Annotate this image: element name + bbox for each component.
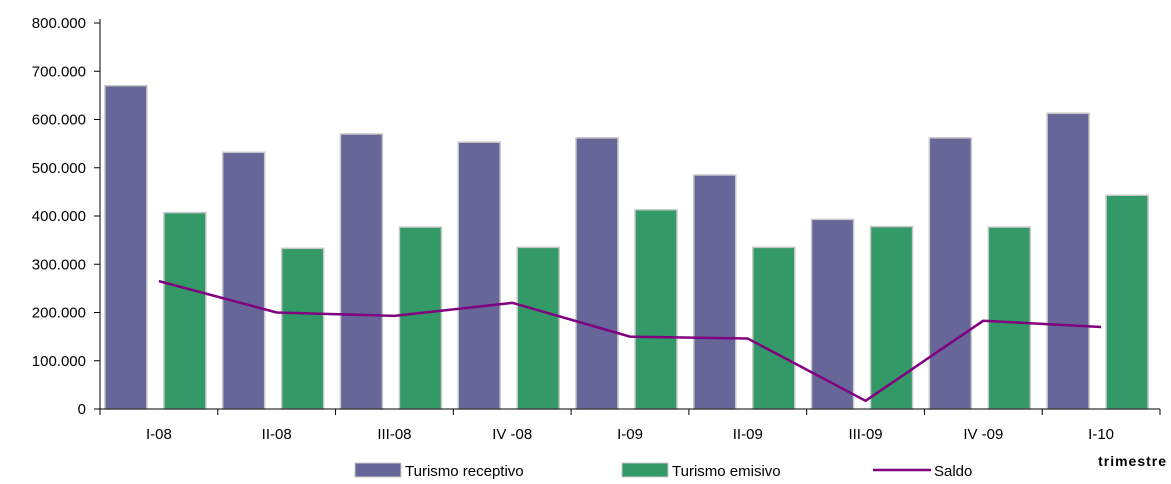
x-tick-label-1: I-08 [146,426,172,443]
bar-turismo-receptivo-3 [339,133,384,410]
legend-label-saldo: Saldo [934,463,972,479]
bar-turismo-receptivo-8 [928,137,973,410]
x-axis-title: trimestre [1098,453,1167,469]
y-tick-label-7: 600.000 [32,112,86,129]
legend-swatch-turismo-emisivo [621,462,669,478]
saldo-line-layer [158,279,1102,403]
bar-turismo-receptivo-9 [1046,112,1090,410]
legend: Turismo receptivo Turismo emisivo Saldo [354,462,972,480]
y-tick-label-9: 800.000 [32,15,86,32]
axes-layer [94,19,1161,415]
x-tick-label-4: IV -08 [492,426,532,443]
bar-turismo-receptivo-4 [457,141,501,410]
bar-turismo-receptivo-6 [693,174,737,410]
x-tick-label-7: III-09 [848,426,882,443]
x-tick-label-5: I-09 [617,426,643,443]
bar-turismo-receptivo-2 [221,151,266,410]
bar-turismo-emisivo-3 [398,226,443,410]
bar-turismo-receptivo-1 [104,84,148,410]
x-tick-label-3: III-08 [377,426,411,443]
y-tick-label-8: 700.000 [32,63,86,80]
x-tick-label-8: IV -09 [963,426,1003,443]
bar-turismo-emisivo-9 [1105,194,1149,410]
bars-layer [104,84,1149,410]
y-tick-label-2: 100.000 [32,353,86,370]
legend-item-turismo-receptivo: Turismo receptivo [354,462,524,480]
bar-turismo-emisivo-4 [516,246,560,410]
tick-labels-layer: 0 100.000 200.000 300.000 400.000 500.000 600.… [32,15,1114,443]
x-tick-label-9: I-10 [1088,426,1114,443]
x-tick-label-2: II-08 [262,426,292,443]
bar-turismo-emisivo-7 [869,225,914,410]
y-tick-label-5: 400.000 [32,208,86,225]
y-tick-label-6: 500.000 [32,160,86,177]
bar-turismo-receptivo-5 [575,137,619,410]
y-tick-label-4: 300.000 [32,256,86,273]
y-tick-label-3: 200.000 [32,305,86,322]
bar-turismo-emisivo-2 [280,247,325,410]
bar-turismo-emisivo-1 [163,211,207,410]
x-tick-label-6: II-09 [733,426,763,443]
bar-turismo-emisivo-6 [752,246,796,410]
line-saldo [158,279,1102,403]
y-tick-label-1: 0 [78,401,86,418]
legend-item-saldo: Saldo [873,463,972,480]
legend-label-turismo-receptivo: Turismo receptivo [405,463,524,479]
legend-swatch-turismo-receptivo [354,462,402,478]
legend-item-turismo-emisivo: Turismo emisivo [621,462,781,480]
bar-turismo-emisivo-8 [987,226,1032,410]
bar-turismo-emisivo-5 [634,208,678,410]
bar-turismo-receptivo-7 [810,218,855,410]
legend-label-turismo-emisivo: Turismo emisivo [672,463,781,479]
